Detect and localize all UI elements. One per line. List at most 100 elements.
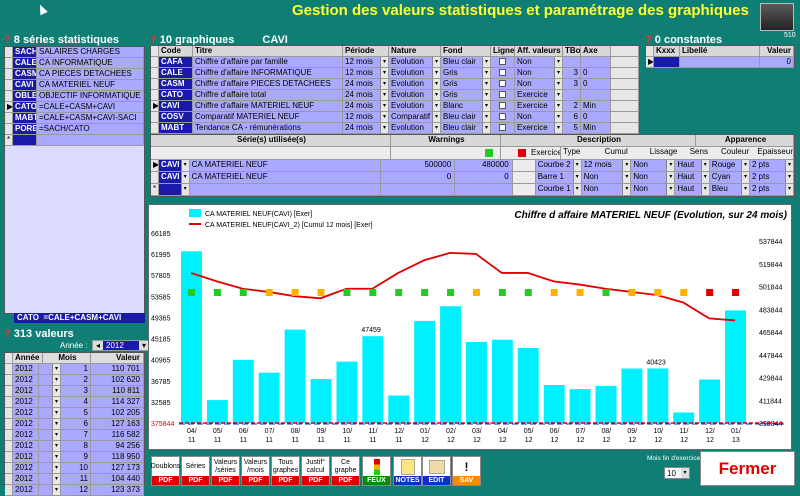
row-selector[interactable] <box>5 58 13 68</box>
checkbox[interactable] <box>499 69 506 77</box>
graph-cell[interactable]: 24 mois ▾ <box>343 101 389 111</box>
used-series-row[interactable]: * ▾ Courbe 1 ▾ Non ▾ Non ▾ Haut ▾ Bleu ▾ 2 pts ▾ <box>151 184 794 196</box>
graph-cell[interactable] <box>563 57 581 67</box>
used-series-type[interactable]: Courbe 2 ▾ <box>535 160 582 171</box>
used-series-cumul[interactable]: Non ▾ <box>581 172 632 183</box>
series-row[interactable]: CALE CA INFORMATIQUE <box>5 58 144 69</box>
graph-cell[interactable]: 6 <box>563 112 581 122</box>
graph-cell[interactable] <box>491 112 515 122</box>
graph-row[interactable]: CALE Chiffre d'affaire INFORMATIQUE 12 moi… <box>151 68 639 79</box>
graph-cell[interactable]: Bleu clair ▾ <box>441 123 491 133</box>
values-table[interactable]: Année Mois Valeur 2012 ▾ 1 110 701 2012 ▾ 2 102 6… <box>4 352 145 496</box>
graph-cell[interactable]: 24 mois ▾ <box>343 79 389 89</box>
graph-cell[interactable]: 12 mois ▾ <box>343 57 389 67</box>
graph-row[interactable]: CAFA Chiffre d'affaire par famille 12 mois… <box>151 57 639 68</box>
graph-cell[interactable] <box>581 90 611 100</box>
graph-cell[interactable]: Min <box>581 123 611 133</box>
value-row[interactable]: 2012 ▾ 4 114 327 <box>5 397 144 408</box>
graph-cell[interactable]: 3 <box>563 68 581 78</box>
graph-cell[interactable]: Evolution ▾ <box>389 101 441 111</box>
graph-cell[interactable] <box>563 90 581 100</box>
warning-value[interactable] <box>455 184 513 195</box>
graph-cell[interactable]: 0 <box>581 79 611 89</box>
checkbox[interactable] <box>499 80 506 88</box>
used-series-sens[interactable]: Haut ▾ <box>675 160 710 171</box>
graph-cell[interactable]: Evolution ▾ <box>389 79 441 89</box>
graph-cell[interactable] <box>491 79 515 89</box>
used-series-row[interactable]: ▶ CAVI ▾ CA MATERIEL NEUF 500000 480000 Courbe… <box>151 160 794 172</box>
series-row[interactable]: PORE =SACH/CATO <box>5 124 144 135</box>
series-row[interactable]: CASM CA PIECES DETACHEES <box>5 69 144 80</box>
graph-cell[interactable] <box>491 123 515 133</box>
series-table[interactable]: SACH SALAIRES CHARGES CALE CA INFORMATIQUE C… <box>4 46 145 314</box>
row-selector[interactable] <box>5 80 13 90</box>
edit-button[interactable]: EDIT <box>422 456 451 486</box>
used-series-epaisseur[interactable]: 2 pts ▾ <box>749 172 794 183</box>
graph-cell[interactable]: 5 <box>563 123 581 133</box>
used-series-sens[interactable]: Haut ▾ <box>675 172 710 183</box>
graph-cell[interactable]: Evolution ▾ <box>389 90 441 100</box>
series-row[interactable]: OBLE OBJECTIF INFORMATIQUE <box>5 91 144 102</box>
graph-cell[interactable]: Non ▾ <box>515 57 563 67</box>
graph-cell[interactable]: Non ▾ <box>515 79 563 89</box>
graph-cell[interactable]: Bleu clair ▾ <box>441 57 491 67</box>
value-row[interactable]: 2012 ▾ 12 123 373 <box>5 485 144 496</box>
print-button[interactable]: Séries PDF <box>181 456 210 486</box>
graph-cell[interactable] <box>581 57 611 67</box>
value-row[interactable]: 2012 ▾ 7 116 582 <box>5 430 144 441</box>
print-button[interactable]: Justif° calcul PDF <box>301 456 330 486</box>
graph-cell[interactable]: Evolution ▾ <box>389 123 441 133</box>
graph-cell[interactable]: 0 <box>581 112 611 122</box>
row-selector[interactable]: ▶ <box>5 102 13 112</box>
graph-cell[interactable]: Evolution ▾ <box>389 57 441 67</box>
warning-value[interactable]: 500000 <box>380 160 456 171</box>
value-row[interactable]: 2012 ▾ 8 94 256 <box>5 441 144 452</box>
value-row[interactable]: 2012 ▾ 2 102 620 <box>5 375 144 386</box>
graph-cell[interactable]: Exercice ▾ <box>515 101 563 111</box>
sav-button[interactable]: ! SAV <box>452 456 481 486</box>
mois-select[interactable]: 10 ▾ <box>664 467 690 479</box>
graph-cell[interactable]: 24 mois ▾ <box>343 123 389 133</box>
graph-cell[interactable]: 3 <box>563 79 581 89</box>
graph-cell[interactable]: Comparatif ▾ <box>389 112 441 122</box>
value-row[interactable]: 2012 ▾ 5 102 205 <box>5 408 144 419</box>
used-series-sens[interactable]: Haut ▾ <box>675 184 710 195</box>
row-selector[interactable] <box>5 69 13 79</box>
graph-cell[interactable] <box>491 90 515 100</box>
checkbox[interactable] <box>499 113 506 121</box>
series-new-row[interactable]: * <box>5 135 144 146</box>
used-series-couleur[interactable]: Rouge ▾ <box>709 160 750 171</box>
graph-row[interactable]: COSV Comparatif MATERIEL NEUF 12 mois ▾ Comp… <box>151 112 639 123</box>
graph-row[interactable]: ▶ CAVI Chiffre d'affaire MATERIEL NEUF 24 m… <box>151 101 639 112</box>
warning-value[interactable]: 0 <box>380 172 456 183</box>
print-button[interactable]: Valeurs /séries PDF <box>211 456 240 486</box>
row-selector[interactable] <box>5 124 13 134</box>
warning-value[interactable] <box>380 184 456 195</box>
print-button[interactable]: Valeurs /mois PDF <box>241 456 270 486</box>
print-button[interactable]: Tous graphes PDF <box>271 456 300 486</box>
checkbox[interactable] <box>499 91 506 99</box>
graph-cell[interactable]: Bleu clair ▾ <box>441 112 491 122</box>
graph-row[interactable]: CATO Chiffre d'affaire total 24 mois ▾ Evolu… <box>151 90 639 101</box>
graph-row[interactable]: MABT Tendance CA - rémunérations 24 mois ▾ E… <box>151 123 639 134</box>
graph-cell[interactable]: Min <box>581 101 611 111</box>
checkbox[interactable] <box>499 102 506 110</box>
graph-cell[interactable]: Non ▾ <box>515 68 563 78</box>
value-row[interactable]: 2012 ▾ 6 127 163 <box>5 419 144 430</box>
print-button[interactable]: Ce graphe PDF <box>331 456 360 486</box>
used-series-lissage[interactable]: Non ▾ <box>631 184 676 195</box>
used-series-cumul[interactable]: 12 mois ▾ <box>581 160 632 171</box>
graphs-table[interactable]: CodeTitrePériodeNatureFondLignesAff. val… <box>150 45 640 134</box>
graph-cell[interactable]: Gris ▾ <box>441 68 491 78</box>
used-series-type[interactable]: Barre 1 ▾ <box>535 172 582 183</box>
series-row[interactable]: ▶ CATO =CALE+CASM+CAVI <box>5 102 144 113</box>
graph-cell[interactable]: 12 mois ▾ <box>343 112 389 122</box>
constants-table[interactable]: Kxxx Libellé Valeur ▶ 0 <box>645 45 795 68</box>
used-series-table[interactable]: Série(s) utilisée(s) Warnings Descriptio… <box>150 134 795 197</box>
value-row[interactable]: 2012 ▾ 11 104 440 <box>5 474 144 485</box>
used-series-epaisseur[interactable]: 2 pts ▾ <box>749 184 794 195</box>
graph-cell[interactable] <box>491 68 515 78</box>
used-series-type[interactable]: Courbe 1 ▾ <box>535 184 582 195</box>
series-row[interactable]: MABT =CALE+CASM+CAVI-SACI <box>5 113 144 124</box>
used-series-lissage[interactable]: Non ▾ <box>631 160 676 171</box>
